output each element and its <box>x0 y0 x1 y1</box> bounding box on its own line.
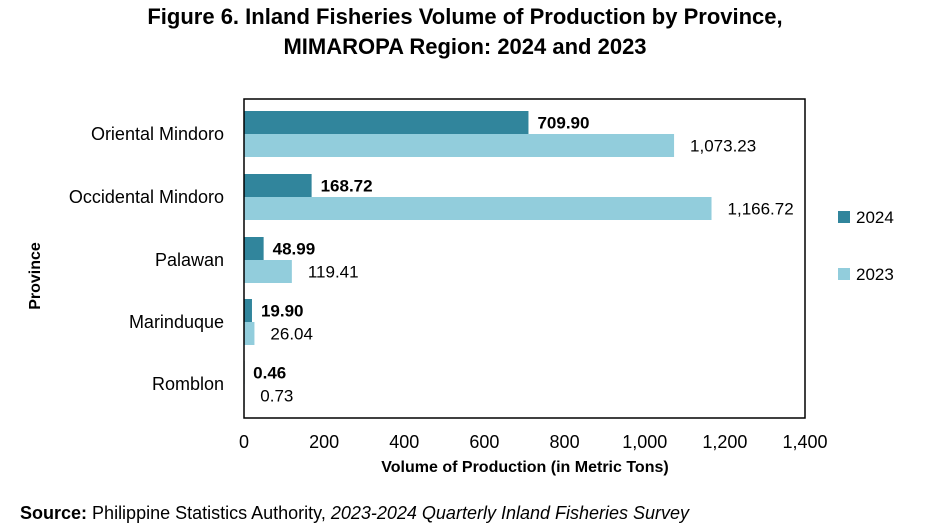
source-text: Philippine Statistics Authority, <box>92 503 326 523</box>
data-label: 0.73 <box>260 387 293 406</box>
x-axis-title: Volume of Production (in Metric Tons) <box>381 459 668 476</box>
data-label: 168.72 <box>321 177 373 196</box>
x-tick-label: 1,200 <box>702 432 747 452</box>
bar-2023-oriental-mindoro <box>244 134 675 157</box>
bar-chart: 709.90 1,073.23 Oriental Mindoro 168.72 1,16… <box>27 98 894 476</box>
legend-swatch-2024 <box>838 211 850 223</box>
x-tick-label: 200 <box>309 432 339 452</box>
bar-2024-oriental-mindoro <box>244 111 529 134</box>
bar-2024-marinduque <box>244 299 252 322</box>
source-label: Source: <box>20 503 88 523</box>
category-label: Oriental Mindoro <box>91 124 224 144</box>
x-tick-label: 1,400 <box>782 432 827 452</box>
legend-label-2024: 2024 <box>856 208 894 227</box>
legend-label-2023: 2023 <box>856 265 894 284</box>
bar-2024-occidental-mindoro <box>244 174 312 197</box>
x-tick-label: 600 <box>469 432 499 452</box>
category-label: Marinduque <box>129 312 224 332</box>
legend-swatch-2023 <box>838 268 850 280</box>
data-label: 19.90 <box>261 302 304 321</box>
data-label: 0.46 <box>253 364 286 383</box>
bar-2023-occidental-mindoro <box>244 197 712 220</box>
y-axis-title: Province <box>27 242 44 310</box>
data-label: 1,166.72 <box>728 200 794 219</box>
x-tick-label: 1,000 <box>622 432 667 452</box>
data-label: 709.90 <box>537 114 589 133</box>
bar-2023-palawan <box>244 260 292 283</box>
category-label: Occidental Mindoro <box>69 187 224 207</box>
bar-2024-palawan <box>244 237 264 260</box>
bar-2023-marinduque <box>244 322 255 345</box>
data-label: 26.04 <box>270 325 313 344</box>
data-label: 48.99 <box>273 240 316 259</box>
data-label: 119.41 <box>308 263 359 282</box>
chart-title-line-1: Figure 6. Inland Fisheries Volume of Pro… <box>147 4 783 29</box>
chart-title-line-2: MIMAROPA Region: 2024 and 2023 <box>283 34 647 59</box>
category-label: Palawan <box>155 250 224 270</box>
x-tick-label: 800 <box>550 432 580 452</box>
data-label: 1,073.23 <box>690 137 756 156</box>
x-tick-label: 400 <box>389 432 419 452</box>
source-survey: 2023-2024 Quarterly Inland Fisheries Sur… <box>330 503 690 523</box>
plot-area-frame <box>243 98 806 419</box>
category-label: Romblon <box>152 374 224 394</box>
source-note: Source: Philippine Statistics Authority,… <box>20 503 689 524</box>
x-tick-label: 0 <box>239 432 249 452</box>
